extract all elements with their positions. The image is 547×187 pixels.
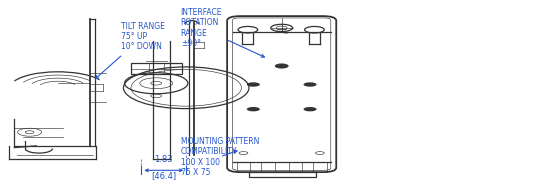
Circle shape — [247, 82, 260, 87]
Circle shape — [304, 107, 317, 111]
Bar — [249, 172, 316, 177]
Bar — [237, 162, 251, 172]
Bar — [313, 162, 327, 172]
Text: INTERFACE
ROTATION
RANGE
±90°: INTERFACE ROTATION RANGE ±90° — [181, 8, 264, 57]
Circle shape — [304, 82, 317, 87]
Text: 1.83: 1.83 — [154, 155, 173, 164]
Circle shape — [275, 64, 288, 68]
Circle shape — [247, 107, 260, 111]
Text: MOUNTING PATTERN
COMPATIBILITY
100 X 100
75 X 75: MOUNTING PATTERN COMPATIBILITY 100 X 100… — [181, 137, 259, 177]
Text: TILT RANGE
75° UP
10° DOWN: TILT RANGE 75° UP 10° DOWN — [95, 22, 165, 79]
Bar — [131, 63, 182, 74]
Text: [46.4]: [46.4] — [152, 171, 176, 180]
Bar — [261, 162, 275, 172]
Bar — [288, 162, 302, 172]
